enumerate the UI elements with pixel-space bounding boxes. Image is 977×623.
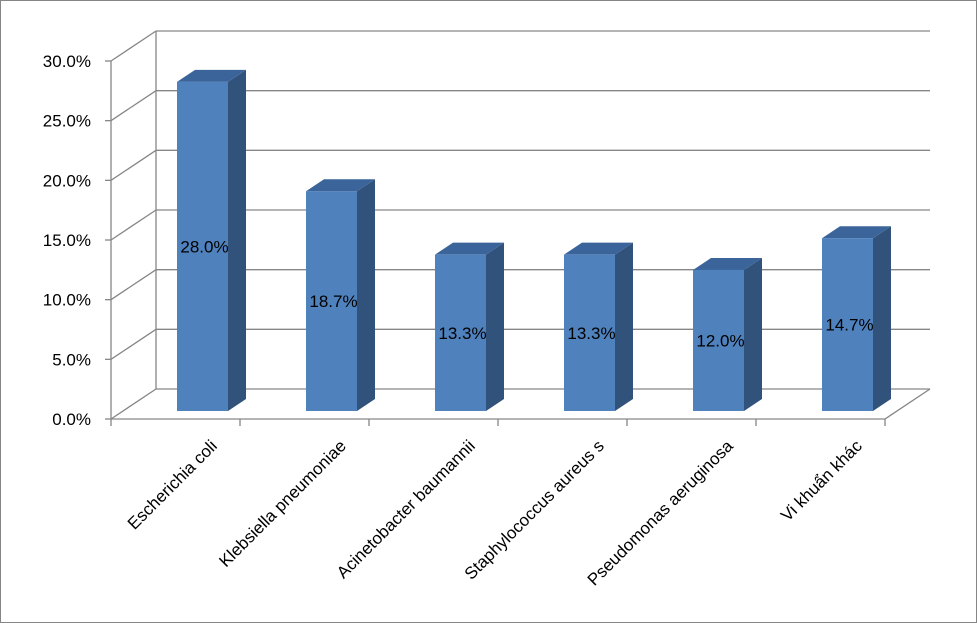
bar: [693, 257, 762, 411]
category-label: Klebsiella pneumoniae: [215, 436, 349, 570]
y-tick-label: 20.0%: [43, 171, 91, 190]
y-tick-label: 25.0%: [43, 112, 91, 131]
data-label: 13.3%: [567, 324, 615, 343]
bar-side: [357, 179, 375, 411]
category-label: Pseudomonas aeruginosa: [584, 436, 737, 589]
data-label: 14.7%: [825, 316, 873, 335]
category-label: Vi khuẩn khác: [777, 436, 866, 525]
y-axis-ticks: 0.0% 5.0% 10.0% 15.0% 20.0% 25.0% 30.0%: [43, 52, 111, 429]
y-tick-label: 30.0%: [43, 52, 91, 71]
category-label: Escherichia coli: [124, 436, 221, 533]
gridline-diagonal: [110, 30, 157, 62]
y-tick-label: 15.0%: [43, 231, 91, 250]
gridline-diagonal: [110, 269, 157, 301]
bar: [564, 242, 633, 411]
bar-front: [177, 81, 228, 412]
bar-side: [615, 242, 633, 411]
bar-top: [693, 257, 762, 270]
bar-front: [564, 254, 615, 411]
data-label: 12.0%: [696, 331, 744, 350]
data-label: 28.0%: [180, 237, 228, 256]
bar-front: [435, 254, 486, 411]
bars: [177, 69, 891, 412]
gridline-diagonal: [110, 328, 157, 360]
data-label: 18.7%: [309, 292, 357, 311]
category-label: Acinetobacter baumannii: [333, 436, 479, 582]
bar-side: [744, 257, 762, 411]
bar-front: [306, 191, 357, 411]
gridline-diagonal: [110, 209, 157, 241]
bar-top: [435, 242, 504, 255]
gridline-diagonal: [110, 90, 157, 122]
y-tick-label: 0.0%: [52, 410, 91, 429]
data-labels: 28.0% 18.7% 13.3% 13.3% 12.0% 14.7%: [180, 237, 873, 350]
bar-front: [822, 238, 873, 411]
bar: [822, 226, 891, 411]
bar: [306, 179, 375, 411]
bar-side: [873, 226, 891, 411]
bar-top: [177, 69, 246, 82]
gridline-diagonal: [110, 388, 157, 420]
y-tick-label: 5.0%: [52, 350, 91, 369]
floor-right-edge: [884, 388, 931, 420]
bar-top: [822, 226, 891, 239]
data-label: 13.3%: [438, 324, 486, 343]
category-label: Staphylococcus aureus s: [461, 436, 608, 583]
y-tick-label: 10.0%: [43, 291, 91, 310]
bar-top: [306, 179, 375, 192]
bar: [177, 69, 246, 412]
bar-top: [564, 242, 633, 255]
bar: [435, 242, 504, 411]
bar-side: [228, 69, 246, 412]
bar-front: [693, 269, 744, 411]
gridlines: [110, 30, 930, 420]
gridline-diagonal: [110, 149, 157, 181]
bar-side: [486, 242, 504, 411]
